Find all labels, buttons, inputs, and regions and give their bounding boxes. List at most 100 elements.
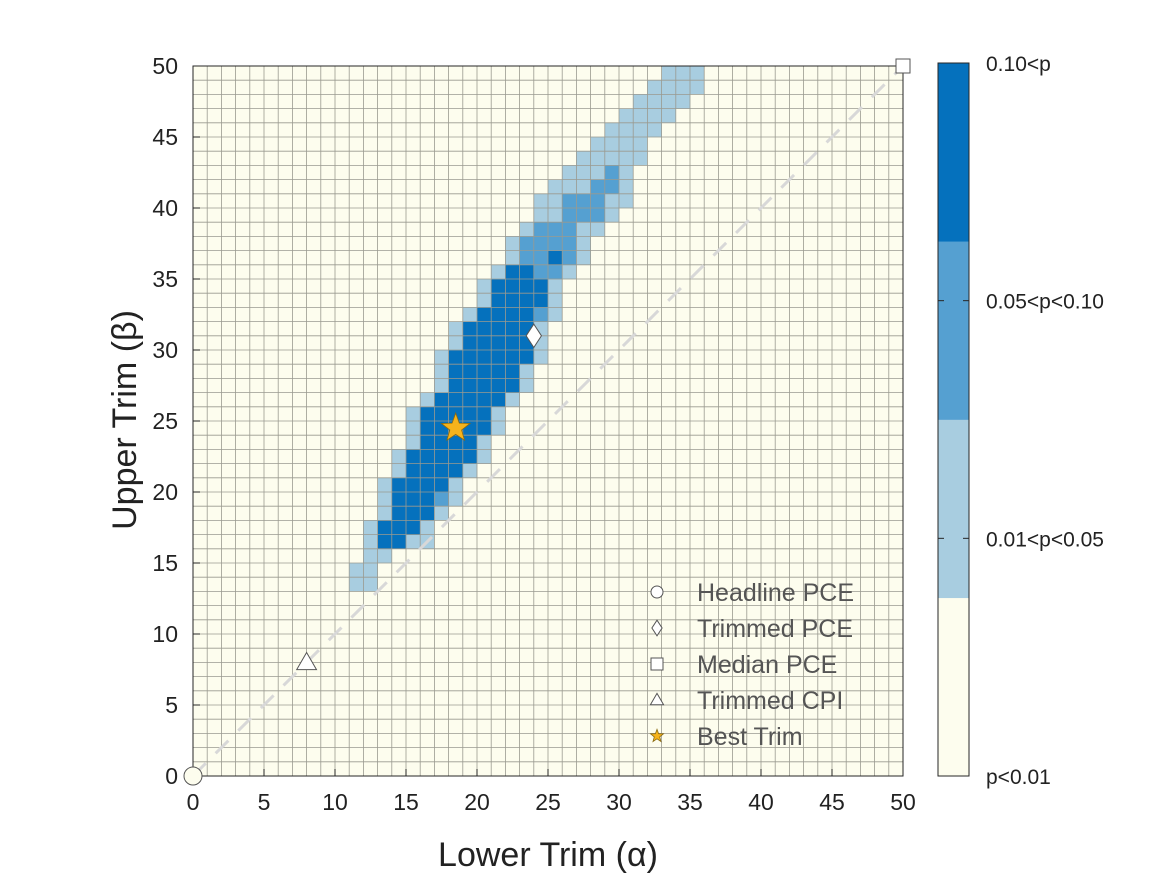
diagonal-reference-line	[191, 64, 905, 778]
heatmap-cell	[420, 406, 435, 422]
heatmap-cell	[377, 548, 392, 564]
heatmap-cell	[462, 463, 478, 478]
heatmap-cell	[619, 193, 634, 209]
heatmap-cell	[576, 193, 591, 209]
marker-best-trim	[440, 411, 472, 442]
heatmap-cell	[434, 350, 449, 365]
heatmap-cell	[491, 364, 506, 379]
heatmap-cell	[533, 208, 549, 223]
x-tick-label: 20	[464, 789, 490, 815]
legend-symbol-circle	[650, 585, 664, 599]
heatmap-cell	[647, 80, 662, 95]
colorbar-frame	[937, 62, 970, 777]
heatmap-cell	[647, 122, 662, 138]
heatmap-cell	[462, 335, 478, 351]
heatmap-cell	[391, 520, 407, 535]
legend: Headline PCE Trimmed PCE Median PCE Trimmed…	[649, 579, 854, 751]
colorbar-label: 0.05<p<0.10	[986, 291, 1104, 314]
heatmap-cell	[420, 392, 435, 407]
heatmap-cell	[491, 335, 506, 351]
heatmap-cell	[619, 151, 634, 166]
x-tick-label: 35	[677, 789, 703, 815]
heatmap-cell	[406, 421, 421, 436]
heatmap-cell	[562, 165, 577, 180]
legend-label: Headline PCE	[697, 579, 854, 607]
heatmap-cell	[491, 350, 506, 365]
heatmap-cell	[548, 279, 563, 294]
legend-symbol-triangle	[649, 692, 665, 706]
heatmap-cell	[548, 222, 563, 237]
heatmap-cell	[505, 364, 520, 379]
heatmap-cell	[406, 520, 421, 535]
heatmap-cell	[477, 406, 492, 422]
y-tick-label: 15	[152, 550, 178, 576]
heatmap-cell	[548, 208, 563, 223]
marker-headline-pce	[183, 766, 203, 786]
heatmap-cell	[548, 193, 563, 209]
heatmap-cell	[363, 520, 378, 535]
legend-label: Trimmed PCE	[697, 615, 853, 643]
heatmap-cell	[391, 463, 407, 478]
marker-trimmed-pce	[525, 323, 543, 349]
heatmap-cell	[491, 406, 506, 422]
heatmap-cell	[349, 577, 364, 592]
heatmap-cell	[462, 449, 478, 464]
heatmap-cell	[420, 435, 435, 450]
heatmap-cell	[406, 506, 421, 521]
heatmap-cell	[604, 179, 620, 194]
heatmap-cell	[633, 122, 648, 138]
heatmap-cell	[377, 534, 392, 549]
heatmap-cell	[406, 534, 421, 549]
heatmap-cell	[562, 179, 577, 194]
heatmap-cell	[406, 463, 421, 478]
x-tick-label: 5	[258, 789, 271, 815]
heatmap-cell	[477, 449, 492, 464]
x-tick-label: 30	[606, 789, 632, 815]
heatmap-cell	[477, 435, 492, 450]
heatmap-cell	[491, 279, 506, 294]
heatmap-cell	[406, 406, 421, 422]
heatmap-cell	[406, 435, 421, 450]
heatmap-cell	[377, 492, 392, 507]
heatmap-cell	[505, 293, 520, 308]
y-tick-label: 0	[165, 763, 178, 789]
heatmap-cell	[619, 108, 634, 123]
heatmap-cell	[519, 378, 534, 393]
heatmap-cell	[633, 151, 648, 166]
heatmap-cell	[690, 66, 705, 81]
heatmap-cell	[363, 534, 378, 549]
heatmap-cell	[619, 165, 634, 180]
colorbar-segment	[938, 597, 969, 777]
heatmap-cell	[548, 264, 563, 280]
heatmap-cell	[448, 435, 463, 450]
heatmap-grid	[192, 65, 904, 777]
marker-median-pce	[895, 58, 911, 74]
heatmap-cell	[434, 463, 449, 478]
heatmap-cell	[661, 94, 676, 109]
heatmap-cell	[533, 350, 549, 365]
heatmap-cell	[590, 165, 605, 180]
x-tick-label: 25	[535, 789, 561, 815]
y-tick-label: 20	[152, 479, 178, 505]
heatmap-cell	[491, 392, 506, 407]
heatmap-cell	[477, 364, 492, 379]
heatmap-cell	[562, 222, 577, 237]
heatmap-cell	[448, 477, 463, 493]
heatmap-cell	[576, 236, 591, 251]
heatmap-cell	[477, 293, 492, 308]
heatmap-cell	[604, 165, 620, 180]
heatmap-cell	[434, 449, 449, 464]
heatmap-cell	[420, 506, 435, 521]
heatmap-cell	[633, 94, 648, 109]
heatmap-cell	[533, 279, 549, 294]
heatmap-cell	[604, 151, 620, 166]
heatmap-cell	[363, 577, 378, 592]
heatmap-cell	[576, 179, 591, 194]
heatmap-cell	[533, 236, 549, 251]
heatmap-cell	[434, 406, 449, 422]
markers	[183, 58, 911, 786]
heatmap-cell	[533, 250, 549, 265]
heatmap-cell	[448, 321, 463, 336]
heatmap-cell	[590, 208, 605, 223]
